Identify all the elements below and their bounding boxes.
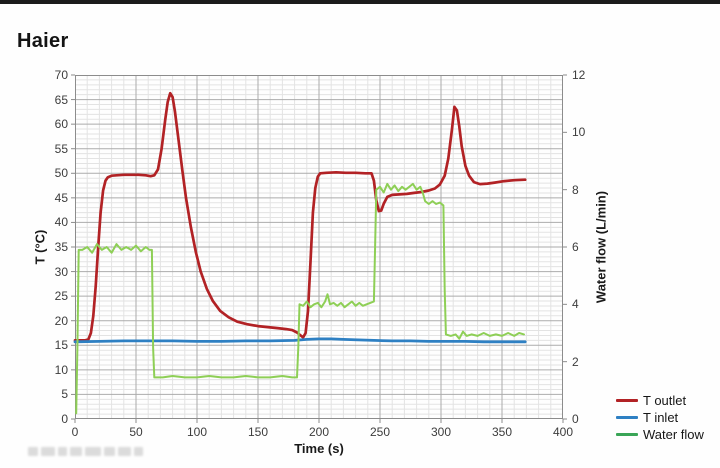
- axis-tick-label: 60: [54, 117, 68, 132]
- axis-tick-label: 45: [54, 190, 68, 205]
- axis-tick-label: 30: [54, 264, 68, 279]
- y-left-axis-title: T (°C): [32, 229, 48, 265]
- legend-label: Water flow: [643, 426, 704, 442]
- axis-tick-label: 0: [61, 412, 68, 426]
- water-flow-line: [75, 182, 525, 415]
- watermark-block: [28, 447, 38, 456]
- watermark-block: [118, 447, 131, 456]
- axis-tick-label: 10: [54, 362, 68, 377]
- top-bar: [0, 0, 720, 4]
- legend-item-water-flow: Water flow: [616, 426, 704, 442]
- x-axis-title: Time (s): [294, 441, 344, 456]
- axis-tick-label: 12: [572, 68, 586, 82]
- axis-tick-label: 8: [572, 182, 579, 197]
- watermark-block: [58, 447, 67, 456]
- watermark-block: [104, 447, 115, 456]
- y-right-axis-title: Water flow (L/min): [593, 190, 609, 304]
- axis-tick-label: 70: [54, 68, 68, 82]
- legend: T outlet T inlet Water flow: [616, 392, 704, 443]
- water-flow-legend-swatch: [616, 432, 638, 436]
- axis-tick-label: 250: [369, 425, 391, 439]
- axis-tick-label: 65: [54, 92, 68, 107]
- axis-tick-label: 15: [54, 338, 68, 353]
- axis-tick-label: 350: [491, 425, 513, 439]
- axis-tick-label: 35: [54, 240, 68, 254]
- plot-border: [75, 75, 563, 419]
- legend-label: T inlet: [643, 409, 679, 425]
- axis-tick-label: 2: [572, 354, 579, 369]
- watermark-block: [134, 447, 143, 456]
- axis-tick-label: 150: [247, 425, 269, 439]
- plot-area: [71, 74, 567, 423]
- axis-tick-label: 300: [430, 425, 452, 439]
- axis-tick-label: 50: [54, 166, 68, 181]
- axis-tick-label: 6: [572, 240, 579, 254]
- axis-tick-label: 25: [54, 289, 68, 304]
- page-title: Haier: [17, 30, 69, 53]
- axis-tick-label: 4: [572, 297, 579, 312]
- watermark: [28, 447, 143, 456]
- axis-tick-label: 0: [71, 425, 79, 439]
- t-outlet-legend-swatch: [616, 398, 638, 402]
- axis-tick-label: 400: [552, 425, 574, 439]
- axis-tick-label: 200: [308, 425, 330, 439]
- axis-tick-label: 40: [54, 215, 68, 230]
- watermark-block: [85, 447, 101, 456]
- legend-label: T outlet: [643, 392, 687, 408]
- legend-item-t-outlet: T outlet: [616, 392, 704, 408]
- axis-tick-label: 10: [572, 125, 586, 140]
- t-inlet-legend-swatch: [616, 415, 638, 419]
- axis-tick-label: 100: [186, 425, 208, 439]
- legend-item-t-inlet: T inlet: [616, 409, 704, 425]
- axis-tick-label: 20: [54, 313, 68, 328]
- t-outlet-line: [73, 91, 527, 342]
- axis-tick-label: 0: [572, 412, 579, 426]
- t-inlet-line: [73, 337, 527, 344]
- axis-tick-label: 5: [61, 387, 68, 402]
- watermark-block: [70, 447, 82, 456]
- axis-tick-label: 55: [54, 141, 68, 156]
- watermark-block: [41, 447, 55, 456]
- axis-tick-label: 50: [129, 425, 143, 439]
